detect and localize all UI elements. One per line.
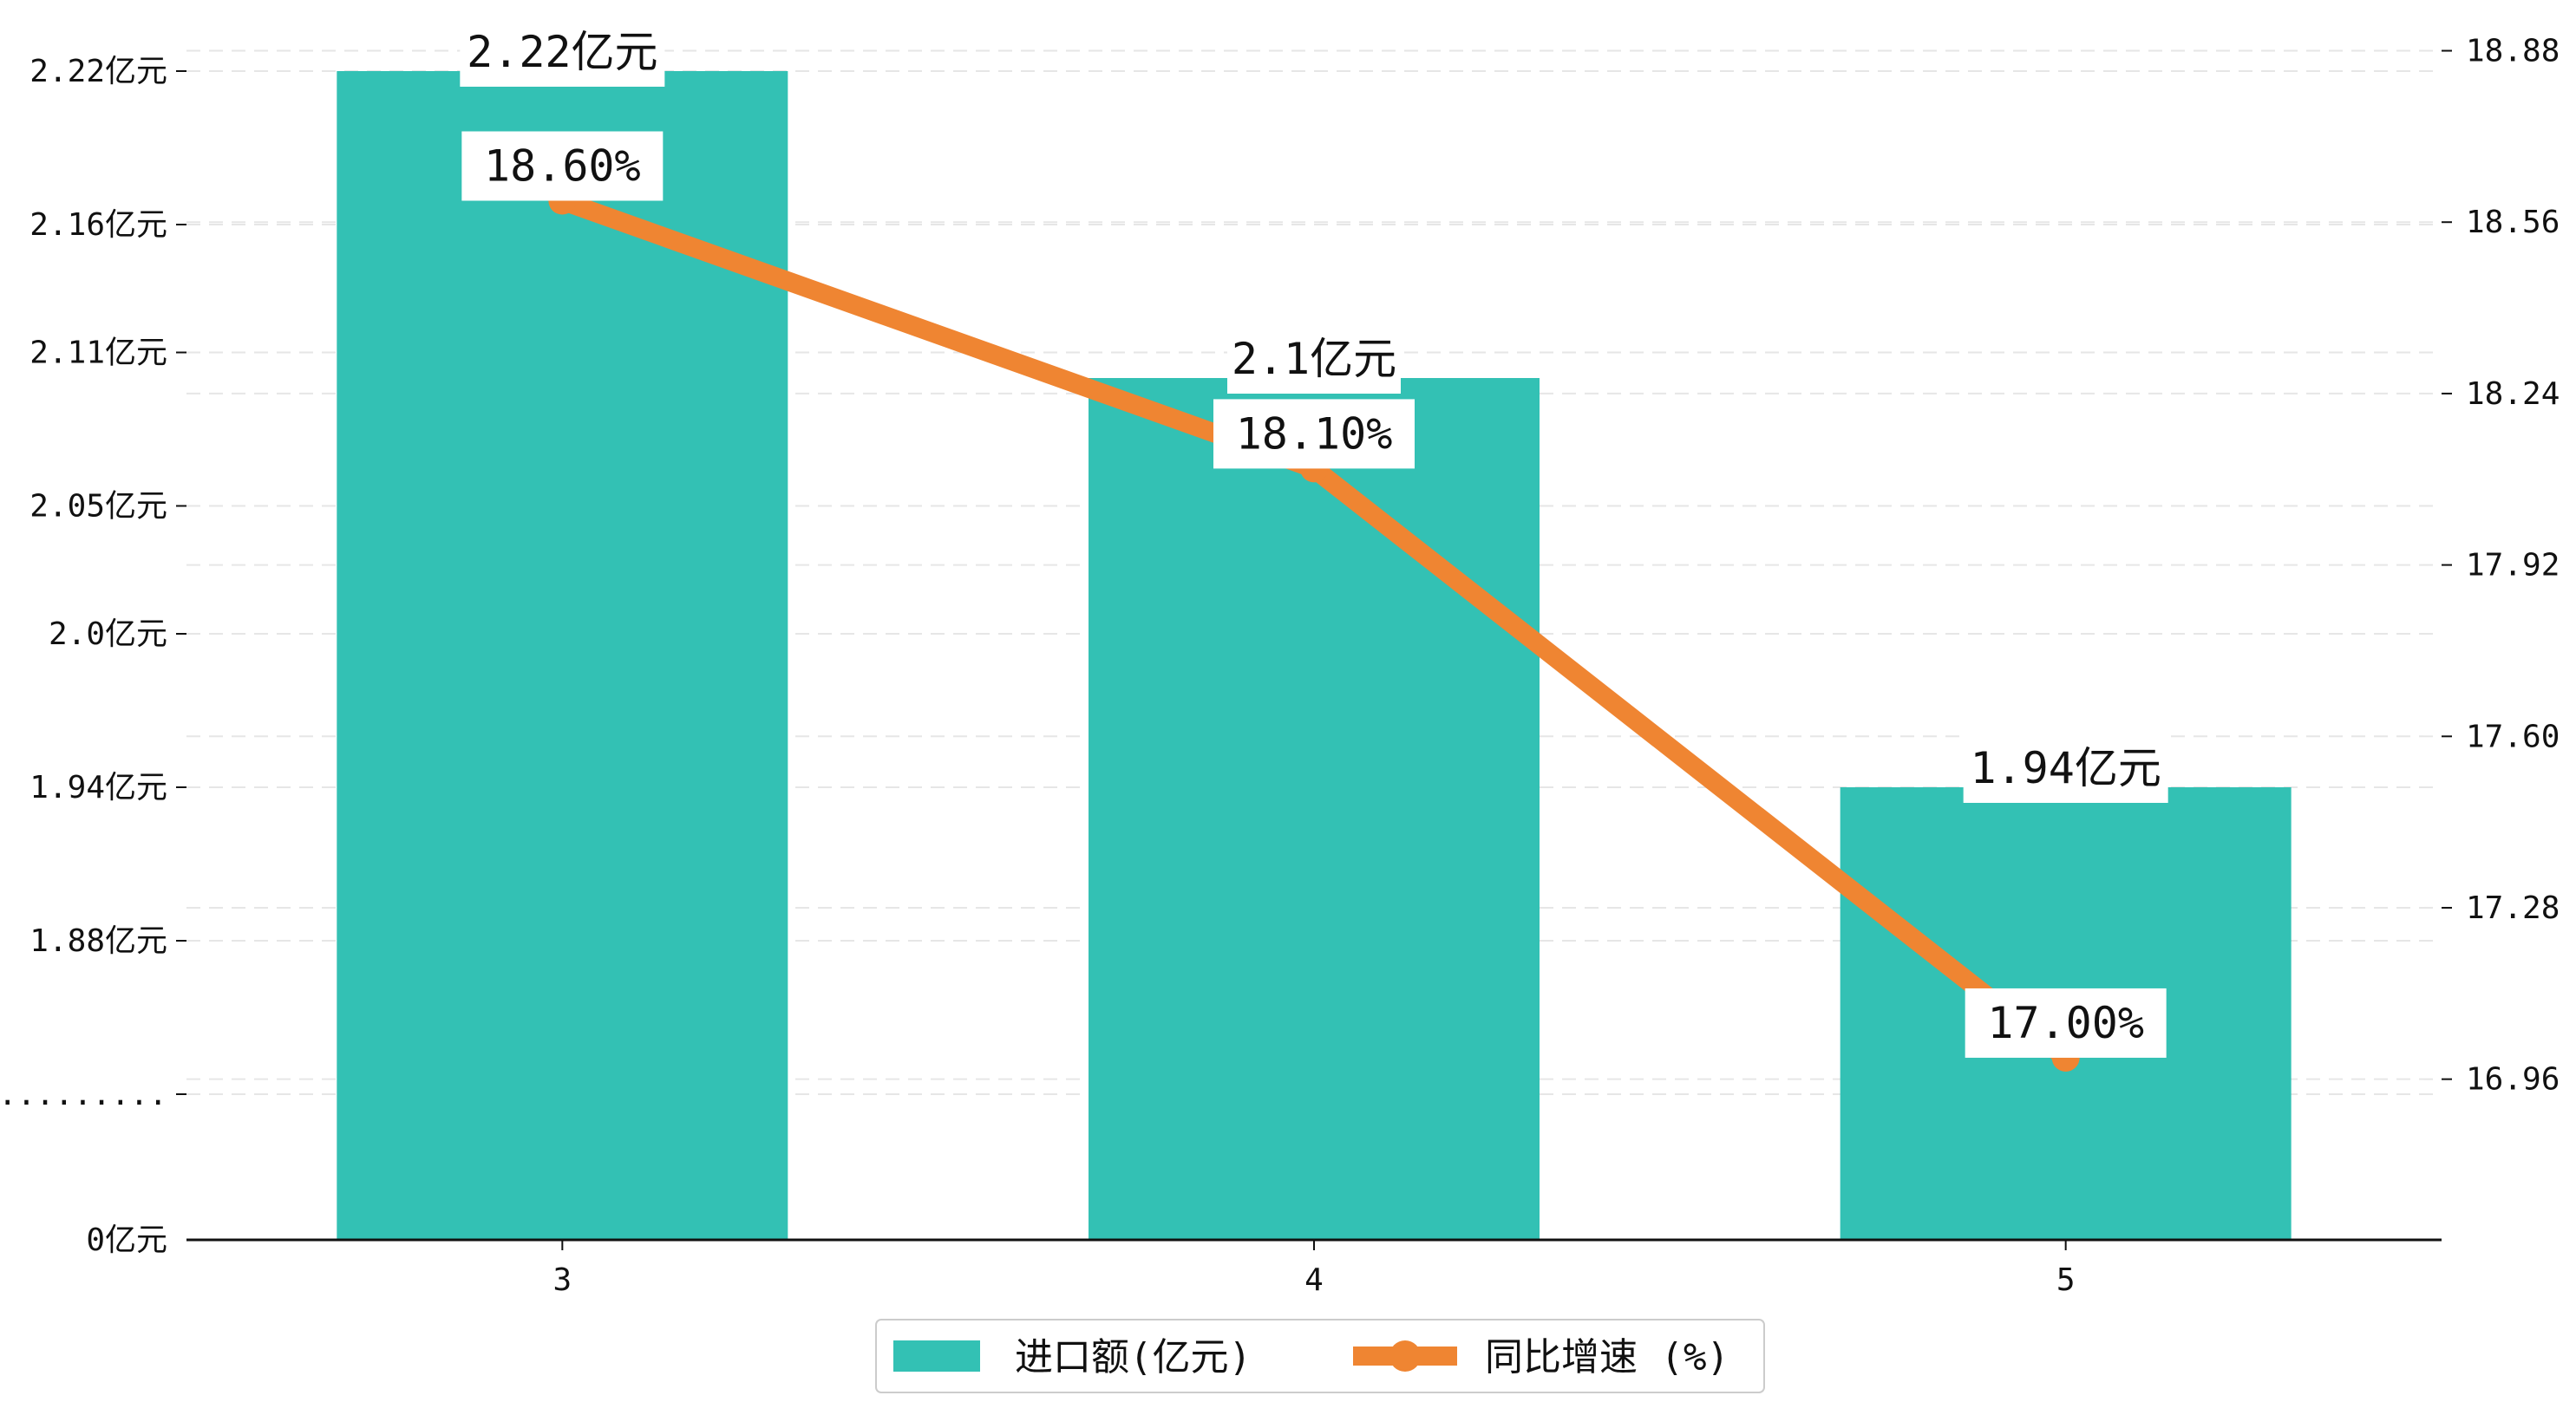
legend: 进口额(亿元) 同比增速 (%) (875, 1319, 1765, 1393)
growth-value-label-box (461, 131, 664, 201)
y-tick-label-left: 2.0亿元 (49, 616, 167, 652)
bar-value-label-text: 2.1亿元 (1232, 334, 1396, 384)
x-tick-label: 3 (552, 1262, 572, 1298)
growth-value-label: 18.60% (461, 131, 664, 201)
bars (337, 71, 2292, 1240)
y-tick-label-right: 18.56 (2466, 205, 2560, 240)
y-tick-label-left: ......... (0, 1077, 167, 1112)
bar-value-label-box (1963, 734, 2168, 803)
growth-value-label-box (1213, 399, 1415, 469)
data-labels: 2.22亿元 2.1亿元 1.94亿元 18.60% 18.10% 17.00% (460, 17, 2168, 1058)
y-tick-label-right: 17.28 (2466, 890, 2560, 926)
axes: 3 4 5......... 1.88亿元 1.94亿元 2.0亿元 2.05亿元 2.11亿… (0, 34, 2560, 1298)
y-tick-label-right: 17.60 (2466, 719, 2560, 754)
legend-label-growth: 同比增速 (%) (1485, 1335, 1729, 1379)
legend-label-import: 进口额(亿元) (1015, 1335, 1252, 1379)
x-tick-label: 4 (1304, 1262, 1324, 1298)
legend-swatch-import (893, 1340, 980, 1372)
growth-value-label: 18.10% (1213, 399, 1415, 469)
y-tick-label-right: 18.88 (2466, 34, 2560, 69)
growth-value-label-text: 18.60% (484, 141, 641, 192)
y-tick-label-left: 2.05亿元 (29, 489, 167, 525)
bar-import-4 (1089, 378, 1540, 1240)
legend-frame (875, 1319, 1765, 1393)
growth-value-label-text: 17.00% (1987, 998, 2144, 1048)
bar-value-label-text: 2.22亿元 (467, 27, 657, 77)
legend-swatch-growth-marker (1389, 1340, 1421, 1372)
growth-value-label-text: 18.10% (1236, 408, 1393, 459)
x-tick-label: 5 (2056, 1262, 2076, 1298)
y-tick-label-right: 18.24 (2466, 376, 2560, 412)
bar-value-label: 1.94亿元 (1963, 734, 2168, 803)
bar-import-3 (337, 71, 788, 1240)
y-tick-label-left: 1.94亿元 (29, 770, 167, 805)
y-tick-label-left: 1.88亿元 (29, 923, 167, 959)
bar-value-label-box (1227, 324, 1401, 394)
bar-value-label-text: 1.94亿元 (1970, 743, 2161, 793)
bar-value-label-box (460, 17, 665, 87)
y-baseline-label-left: 0亿元 (86, 1223, 167, 1258)
y-tick-label-left: 2.22亿元 (29, 54, 167, 89)
y-tick-label-left: 2.11亿元 (29, 336, 167, 371)
y-tick-label-right: 16.96 (2466, 1062, 2560, 1098)
y-tick-label-left: 2.16亿元 (29, 207, 167, 243)
bar-value-label: 2.1亿元 (1227, 324, 1401, 394)
bar-value-label: 2.22亿元 (460, 17, 665, 87)
y-tick-label-right: 17.92 (2466, 548, 2560, 584)
growth-value-label: 17.00% (1965, 988, 2167, 1058)
growth-value-label-box (1965, 988, 2167, 1058)
